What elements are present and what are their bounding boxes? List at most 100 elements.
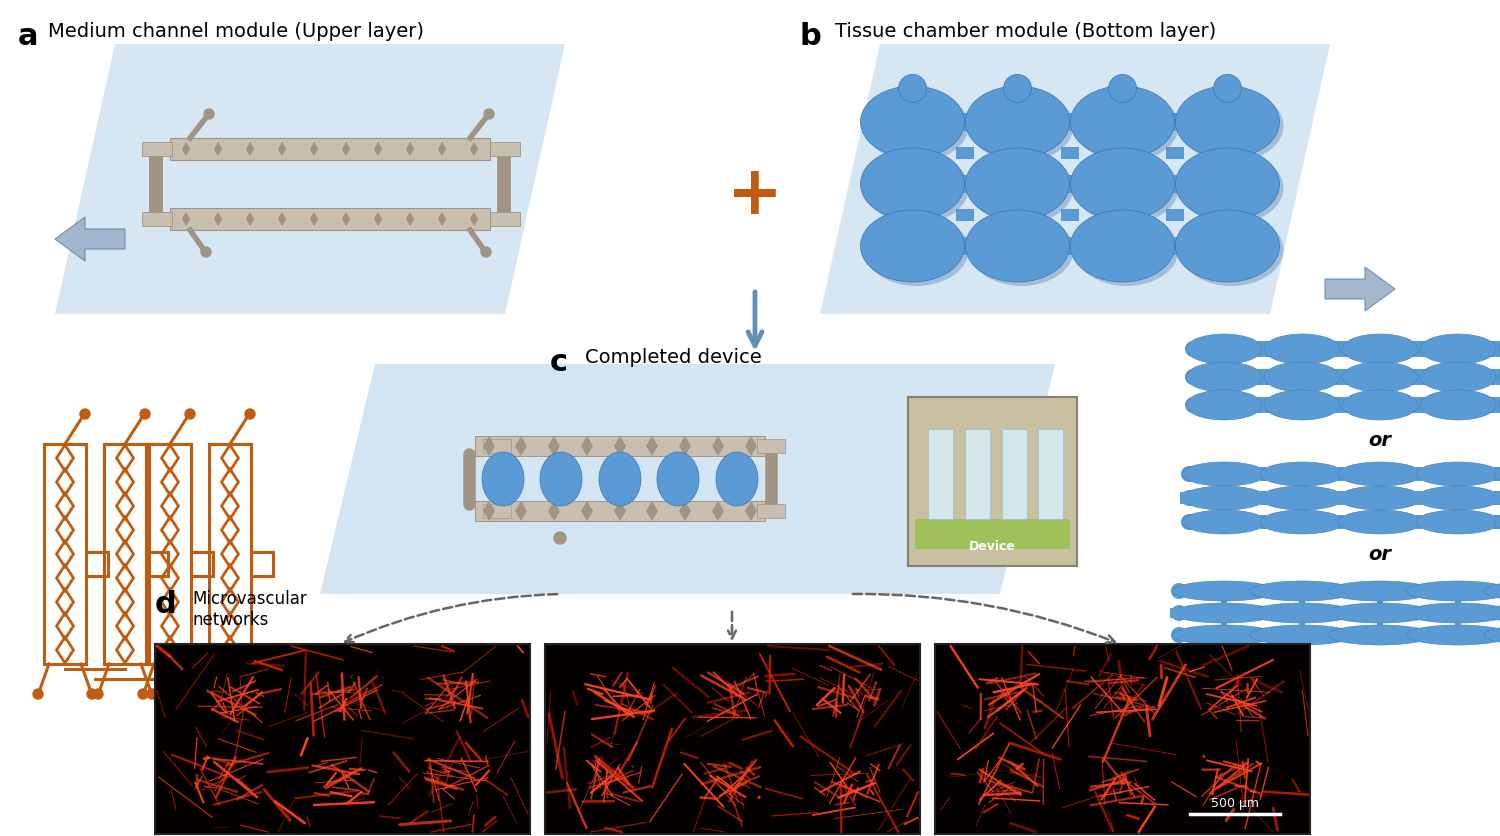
Bar xyxy=(1416,516,1422,529)
Polygon shape xyxy=(406,143,414,157)
Ellipse shape xyxy=(969,91,1074,163)
Bar xyxy=(957,176,974,194)
Bar xyxy=(1038,430,1064,519)
Ellipse shape xyxy=(1342,390,1418,421)
Bar xyxy=(544,645,920,834)
Bar xyxy=(957,237,974,256)
Bar xyxy=(1260,516,1266,529)
Bar xyxy=(1414,586,1424,597)
Polygon shape xyxy=(646,436,658,456)
Bar xyxy=(1257,341,1269,358)
Ellipse shape xyxy=(966,149,1070,221)
Bar xyxy=(170,209,491,231)
Circle shape xyxy=(554,533,566,544)
Polygon shape xyxy=(514,436,526,456)
Ellipse shape xyxy=(1074,215,1179,287)
Polygon shape xyxy=(821,45,1330,314)
Bar xyxy=(1413,370,1425,385)
Bar xyxy=(476,436,765,456)
Bar xyxy=(1258,630,1268,640)
Ellipse shape xyxy=(1264,363,1340,393)
Bar xyxy=(1491,397,1500,414)
Ellipse shape xyxy=(1338,487,1422,511)
Bar xyxy=(142,212,172,227)
Polygon shape xyxy=(182,143,190,157)
Bar xyxy=(1338,516,1344,529)
Polygon shape xyxy=(580,502,592,522)
Circle shape xyxy=(1172,627,1186,643)
Text: or: or xyxy=(1368,545,1392,563)
Ellipse shape xyxy=(1484,581,1500,601)
Bar xyxy=(1414,630,1424,640)
Ellipse shape xyxy=(1186,390,1262,421)
Ellipse shape xyxy=(1494,511,1500,534)
Bar xyxy=(1258,608,1268,619)
Bar xyxy=(1492,608,1500,619)
Bar xyxy=(1221,483,1227,489)
Polygon shape xyxy=(580,436,592,456)
Text: or: or xyxy=(1368,430,1392,449)
Polygon shape xyxy=(246,143,254,157)
Polygon shape xyxy=(712,436,724,456)
Circle shape xyxy=(252,689,262,699)
Bar xyxy=(1376,361,1384,366)
Polygon shape xyxy=(746,502,758,522)
Ellipse shape xyxy=(861,149,964,221)
Ellipse shape xyxy=(540,452,582,507)
Ellipse shape xyxy=(1172,581,1276,601)
Bar xyxy=(1257,397,1269,414)
Bar xyxy=(1454,389,1462,395)
Polygon shape xyxy=(438,143,446,157)
Bar xyxy=(1413,397,1425,414)
Ellipse shape xyxy=(1250,581,1354,601)
Ellipse shape xyxy=(864,215,969,287)
Ellipse shape xyxy=(1172,604,1276,624)
Circle shape xyxy=(1180,514,1197,530)
Text: d: d xyxy=(154,589,177,619)
Circle shape xyxy=(1185,370,1202,385)
Bar xyxy=(1336,586,1346,597)
Ellipse shape xyxy=(657,452,699,507)
Bar xyxy=(1336,630,1346,640)
Ellipse shape xyxy=(1264,334,1340,364)
Bar xyxy=(1338,468,1344,481)
Ellipse shape xyxy=(1176,87,1280,159)
Circle shape xyxy=(1108,75,1137,104)
Circle shape xyxy=(244,410,255,420)
Polygon shape xyxy=(374,212,382,227)
Ellipse shape xyxy=(1179,215,1284,287)
Bar xyxy=(483,504,512,518)
Bar xyxy=(1335,341,1347,358)
Bar xyxy=(1299,483,1305,489)
Ellipse shape xyxy=(969,153,1074,225)
Polygon shape xyxy=(483,436,495,456)
Bar xyxy=(1220,361,1228,366)
Bar xyxy=(1260,468,1266,481)
Ellipse shape xyxy=(1420,390,1496,421)
Ellipse shape xyxy=(1328,604,1432,624)
Bar xyxy=(1455,621,1461,628)
Circle shape xyxy=(1172,584,1186,599)
Ellipse shape xyxy=(1172,625,1276,645)
Bar xyxy=(1221,621,1227,628)
Circle shape xyxy=(80,410,90,420)
Polygon shape xyxy=(56,45,566,314)
Bar xyxy=(1336,608,1346,619)
Circle shape xyxy=(1214,75,1242,104)
Bar xyxy=(1167,176,1184,194)
Bar xyxy=(1060,148,1078,160)
Bar xyxy=(1298,389,1306,395)
Bar xyxy=(1416,492,1422,505)
Bar xyxy=(1062,114,1078,132)
Ellipse shape xyxy=(1179,153,1284,225)
Polygon shape xyxy=(182,212,190,227)
Bar xyxy=(483,440,512,453)
Polygon shape xyxy=(310,143,318,157)
Ellipse shape xyxy=(1250,625,1354,645)
Bar xyxy=(1260,492,1266,505)
Polygon shape xyxy=(214,143,222,157)
Ellipse shape xyxy=(1420,334,1496,364)
Bar xyxy=(1455,599,1461,606)
Circle shape xyxy=(1185,342,1202,358)
Ellipse shape xyxy=(1071,87,1174,159)
